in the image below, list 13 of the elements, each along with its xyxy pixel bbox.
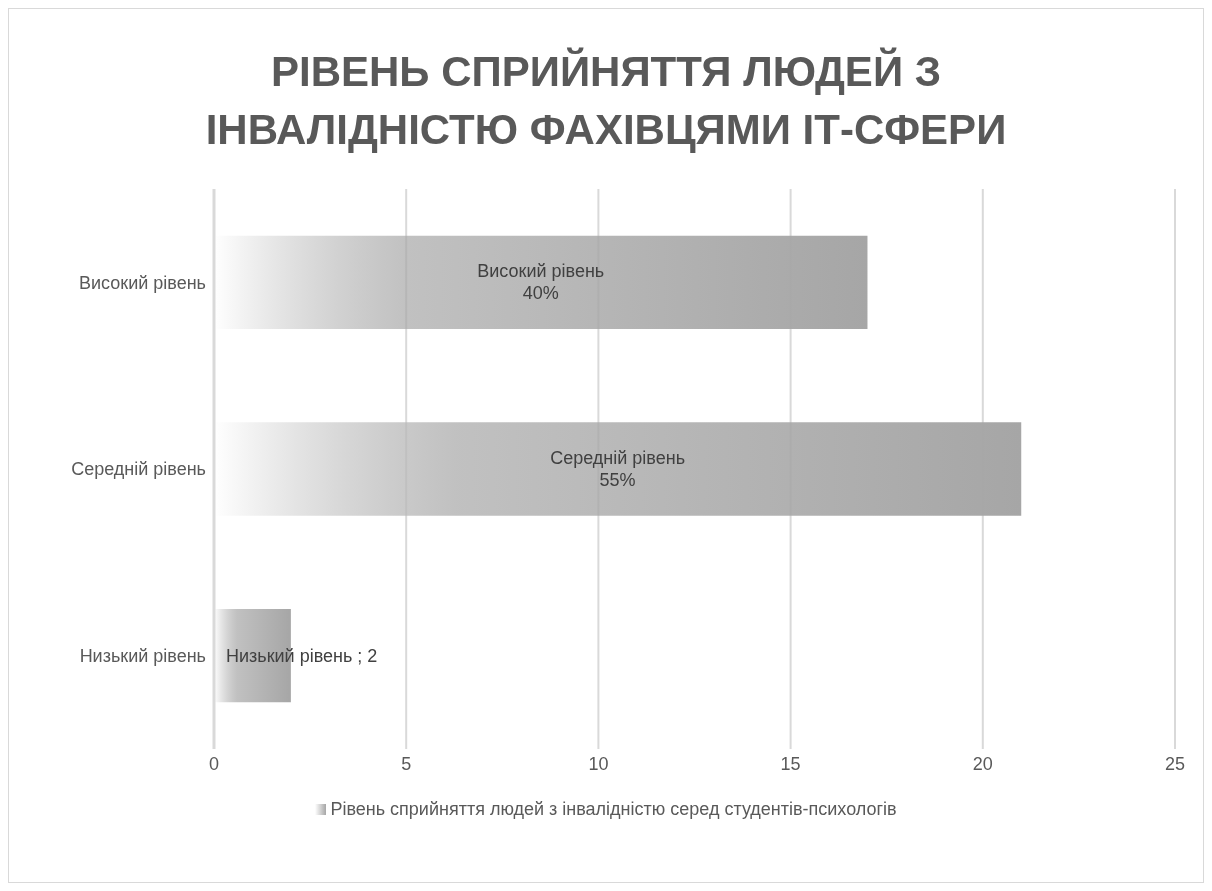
x-tick-label: 10	[588, 753, 609, 774]
y-tick-label: Середній рівень	[71, 459, 206, 480]
x-tick-label: 25	[1164, 753, 1186, 774]
data-label: Високий рівень 40%	[477, 261, 605, 304]
chart-title: РІВЕНЬ СПРИЙНЯТТЯ ЛЮДЕЙ З ІНВАЛІДНІСТЮ ФАХІВЦЯМИ ІТ-СФЕРИ	[204, 46, 1008, 155]
y-tick-label: Низький рівень	[79, 646, 206, 667]
x-tick-label: 15	[780, 753, 801, 774]
x-tick-label: 0	[208, 753, 220, 774]
data-label: Середній рівень 55%	[550, 448, 686, 490]
y-tick-label: Високий рівень	[79, 272, 206, 293]
x-tick-label: 5	[401, 753, 412, 774]
x-tick-label: 20	[972, 753, 993, 774]
legend-label: Рівень сприйняття людей з інвалідністю серед студентів-психологів	[330, 799, 897, 820]
